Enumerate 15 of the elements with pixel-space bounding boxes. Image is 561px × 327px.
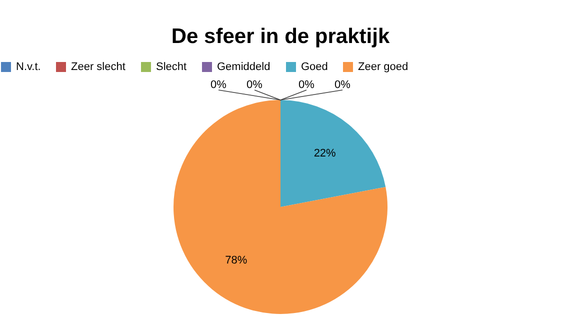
data-label: 78% [225, 254, 248, 267]
legend-label: Goed [301, 61, 328, 73]
pie-slice [174, 100, 388, 314]
legend-label: Gemiddeld [217, 61, 270, 73]
text: 0% [334, 79, 350, 91]
legend-label: Zeer goed [358, 61, 408, 73]
text: 0% [246, 79, 262, 91]
pie-slice [280, 100, 386, 207]
legend-label: Zeer slecht [71, 61, 126, 73]
chart-title: De sfeer in de praktijk [171, 25, 390, 48]
legend-label: N.v.t. [16, 61, 41, 73]
text: 0% [298, 79, 314, 91]
legend-label: Slecht [156, 61, 187, 73]
data-label: 22% [314, 147, 336, 160]
text: 0% [210, 79, 226, 91]
